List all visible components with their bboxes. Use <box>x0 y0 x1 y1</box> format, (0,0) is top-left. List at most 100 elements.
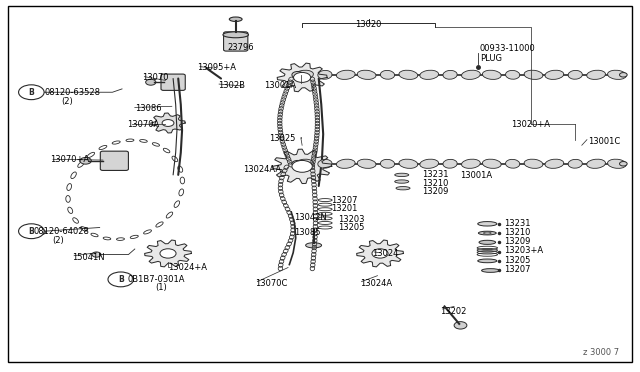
Text: 13024A: 13024A <box>360 279 392 288</box>
Ellipse shape <box>524 70 543 79</box>
Text: 13207: 13207 <box>504 265 531 274</box>
Text: (2): (2) <box>61 97 73 106</box>
Text: 13001A: 13001A <box>461 171 493 180</box>
Ellipse shape <box>443 70 457 79</box>
Text: PLUG: PLUG <box>479 54 502 62</box>
Ellipse shape <box>399 159 418 169</box>
Polygon shape <box>356 240 403 267</box>
Ellipse shape <box>607 70 627 79</box>
Text: 13209: 13209 <box>504 237 531 246</box>
Ellipse shape <box>292 71 303 78</box>
Ellipse shape <box>587 70 605 79</box>
Text: 13203: 13203 <box>338 215 364 224</box>
Text: 13231: 13231 <box>504 219 531 228</box>
Text: 13024+A: 13024+A <box>168 263 207 272</box>
Text: 13070: 13070 <box>143 73 169 82</box>
Text: 15041N: 15041N <box>72 253 105 262</box>
Text: 0B1B7-0301A: 0B1B7-0301A <box>127 275 184 284</box>
Circle shape <box>80 157 92 164</box>
Text: 13024AA: 13024AA <box>244 165 282 174</box>
Text: B: B <box>28 227 34 236</box>
Circle shape <box>108 272 134 287</box>
Ellipse shape <box>399 70 418 79</box>
Ellipse shape <box>229 17 242 22</box>
Text: 13070C: 13070C <box>255 279 287 288</box>
Ellipse shape <box>443 159 457 168</box>
Circle shape <box>146 79 156 85</box>
Ellipse shape <box>506 70 520 79</box>
Ellipse shape <box>318 70 332 79</box>
Ellipse shape <box>380 70 395 79</box>
FancyBboxPatch shape <box>161 74 185 90</box>
Polygon shape <box>277 63 327 92</box>
Ellipse shape <box>524 159 543 169</box>
Ellipse shape <box>477 259 497 263</box>
Ellipse shape <box>483 70 501 79</box>
Circle shape <box>92 252 101 257</box>
Text: 13095+A: 13095+A <box>197 63 236 72</box>
Ellipse shape <box>318 159 332 168</box>
Text: 13201: 13201 <box>332 204 358 213</box>
Ellipse shape <box>607 159 627 169</box>
Text: 13070A: 13070A <box>127 121 159 129</box>
Text: 1302B: 1302B <box>218 81 245 90</box>
Text: 00933-11000: 00933-11000 <box>479 44 536 53</box>
Text: z 3000 7: z 3000 7 <box>583 348 619 357</box>
Text: 08120-63528: 08120-63528 <box>44 88 100 97</box>
Ellipse shape <box>506 159 520 168</box>
Circle shape <box>31 89 41 95</box>
Text: 13070+A: 13070+A <box>51 155 90 164</box>
Ellipse shape <box>294 70 314 79</box>
Text: 13085: 13085 <box>294 228 321 237</box>
Polygon shape <box>151 113 185 133</box>
Text: 13203+A: 13203+A <box>504 246 543 255</box>
Ellipse shape <box>481 269 499 272</box>
Text: 13025: 13025 <box>269 134 296 143</box>
Ellipse shape <box>357 159 376 169</box>
FancyBboxPatch shape <box>100 151 129 170</box>
Circle shape <box>454 322 467 329</box>
Circle shape <box>160 249 176 258</box>
Text: 23796: 23796 <box>227 42 254 51</box>
Circle shape <box>292 160 312 172</box>
Text: (1): (1) <box>156 283 167 292</box>
Ellipse shape <box>461 159 480 169</box>
Ellipse shape <box>420 159 438 169</box>
Ellipse shape <box>568 70 582 79</box>
Ellipse shape <box>461 70 480 79</box>
Circle shape <box>162 119 174 126</box>
Text: 08120-64028: 08120-64028 <box>34 227 90 236</box>
Text: 13086: 13086 <box>135 104 161 113</box>
Ellipse shape <box>483 159 501 169</box>
Text: 13202: 13202 <box>440 307 467 316</box>
Text: 13042N: 13042N <box>294 213 327 222</box>
Ellipse shape <box>294 159 314 169</box>
Ellipse shape <box>223 32 248 38</box>
Ellipse shape <box>396 186 410 190</box>
Text: 13001C: 13001C <box>588 137 620 146</box>
Text: 13210: 13210 <box>504 228 531 237</box>
Text: 13210: 13210 <box>422 179 449 187</box>
Ellipse shape <box>477 222 497 226</box>
Ellipse shape <box>478 231 496 235</box>
Ellipse shape <box>483 232 491 234</box>
Ellipse shape <box>306 243 321 248</box>
Ellipse shape <box>620 73 627 77</box>
Polygon shape <box>273 149 332 183</box>
Ellipse shape <box>395 180 409 183</box>
Ellipse shape <box>395 173 409 177</box>
Ellipse shape <box>545 159 564 169</box>
Ellipse shape <box>357 70 376 79</box>
Text: 13205: 13205 <box>504 256 531 264</box>
Circle shape <box>19 85 44 100</box>
Ellipse shape <box>587 159 605 169</box>
Ellipse shape <box>380 159 395 168</box>
Text: 13209: 13209 <box>422 187 449 196</box>
Circle shape <box>372 249 388 258</box>
Circle shape <box>294 73 310 82</box>
Polygon shape <box>145 240 191 267</box>
Text: 13207: 13207 <box>332 196 358 205</box>
Ellipse shape <box>568 159 582 168</box>
Ellipse shape <box>479 240 495 244</box>
Circle shape <box>19 224 44 238</box>
